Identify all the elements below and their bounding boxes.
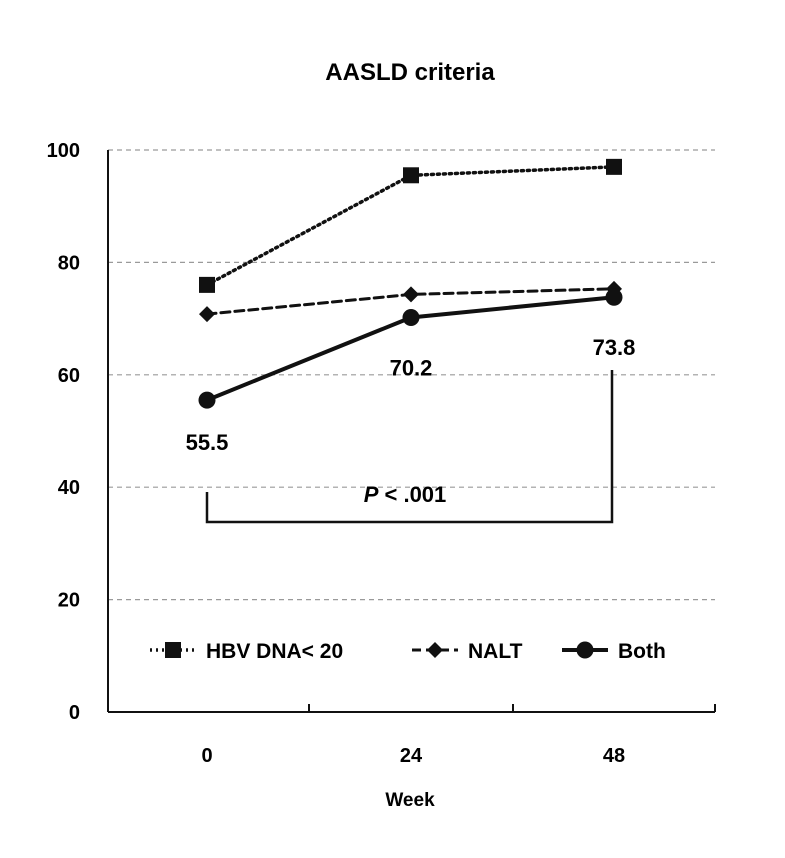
legend-label: NALT: [468, 640, 523, 663]
legend-item: NALT: [412, 640, 523, 663]
circle-marker: [576, 641, 594, 659]
legend-item: Both: [562, 640, 666, 663]
legend-item: HBV DNA< 20: [150, 640, 343, 663]
p-value-text: < .001: [378, 482, 446, 507]
square-marker: [606, 158, 622, 175]
series-both: [198, 288, 623, 409]
axes: [107, 150, 716, 713]
data-label: 55.5: [186, 430, 229, 455]
y-tick-labels: 0 20 40 60 80 100: [47, 140, 80, 724]
series-hbv-dna-20: [199, 158, 622, 293]
grid-lines: [108, 149, 715, 601]
significance-bracket: [205, 370, 614, 524]
data-label: 70.2: [390, 355, 433, 380]
y-tick-label: 0: [69, 702, 80, 724]
series-line: [205, 165, 616, 287]
diamond-marker: [427, 642, 443, 658]
p-symbol: P: [364, 482, 379, 507]
square-marker: [199, 276, 215, 293]
y-tick-label: 100: [47, 140, 80, 162]
circle-marker: [605, 288, 623, 306]
circle-marker: [198, 391, 216, 409]
data-label: 73.8: [593, 335, 636, 360]
y-tick-label: 20: [58, 590, 80, 612]
x-tick-labels: 0 24 48: [201, 745, 625, 767]
y-tick-label: 80: [58, 252, 80, 274]
legend-label: Both: [618, 640, 666, 663]
y-tick-label: 60: [58, 365, 80, 387]
circle-marker: [402, 308, 420, 326]
x-axis-label: Week: [385, 790, 435, 811]
series-group: [198, 158, 623, 409]
x-tick-label: 48: [603, 745, 625, 767]
square-marker: [165, 642, 181, 658]
bracket-line: [205, 370, 614, 524]
data-labels: 55.5 70.2 73.8: [186, 335, 636, 455]
diamond-marker: [199, 306, 215, 323]
chart-title: AASLD criteria: [325, 59, 495, 86]
diamond-marker: [403, 286, 419, 303]
legend: HBV DNA< 20 NALT Both: [150, 640, 666, 663]
square-marker: [403, 167, 419, 184]
x-tick-label: 24: [400, 745, 423, 767]
legend-label: HBV DNA< 20: [206, 640, 343, 663]
y-tick-label: 40: [58, 477, 80, 499]
x-tick-label: 0: [201, 745, 212, 767]
p-value-annotation: P < .001: [364, 482, 447, 507]
